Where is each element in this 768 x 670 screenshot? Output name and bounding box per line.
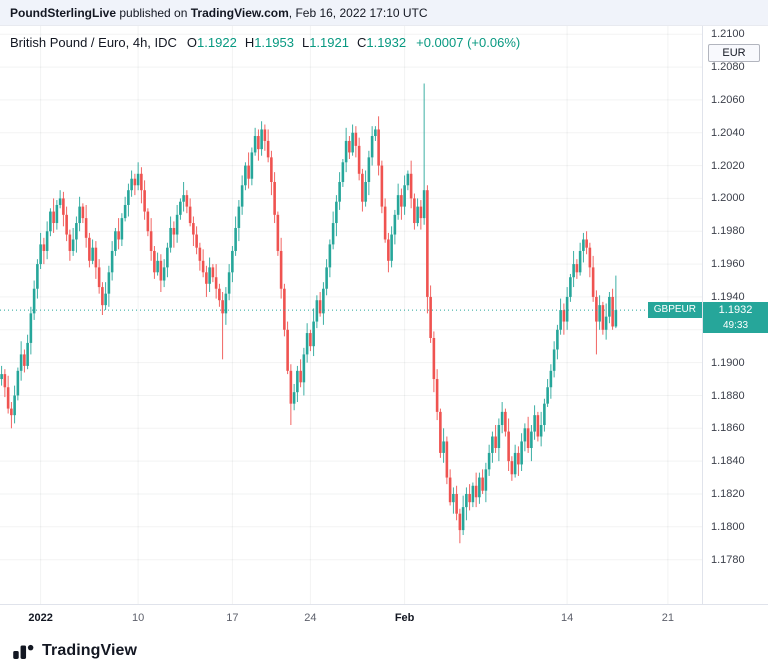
time-axis-label: 24 <box>304 612 317 624</box>
symbol-title: British Pound / Euro, 4h, IDC <box>10 35 177 50</box>
chart-plot[interactable]: British Pound / Euro, 4h, IDC O1.1922 H1… <box>0 26 702 604</box>
attribution-text: published on <box>116 5 191 20</box>
open-label: O <box>186 35 198 50</box>
price-axis-label: 1.2020 <box>711 159 745 172</box>
chart-legend: British Pound / Euro, 4h, IDC O1.1922 H1… <box>10 35 520 50</box>
price-axis-label: 1.1900 <box>711 356 745 369</box>
time-axis-label: 10 <box>131 612 145 624</box>
price-axis-label: 1.1940 <box>711 290 745 303</box>
tradingview-link[interactable]: TradingView.com <box>190 5 289 20</box>
price-axis-label: 1.1840 <box>711 455 745 468</box>
high-value: 1.1953 <box>254 35 294 50</box>
publisher-link[interactable]: PoundSterlingLive <box>10 5 117 20</box>
time-axis-label: 2022 <box>28 612 53 624</box>
price-axis-label: 1.1860 <box>711 422 745 435</box>
time-axis-label: 21 <box>661 612 675 624</box>
price-axis-label: 1.2000 <box>711 192 745 205</box>
price-axis-label: 1.2060 <box>711 93 745 106</box>
tradingview-logo-icon[interactable] <box>12 642 34 660</box>
time-axis-label: Feb <box>394 612 415 624</box>
price-axis-label: 1.1960 <box>711 258 745 271</box>
symbol-price-label: GBPEUR <box>647 302 702 318</box>
time-axis[interactable]: 2022 10 17 24 Feb 14 21 <box>0 604 768 632</box>
last-price-value: 1.1932 <box>703 302 768 319</box>
candlestick-chart[interactable] <box>0 26 702 604</box>
open-value: 1.1922 <box>197 35 237 50</box>
price-axis-label: 1.1820 <box>711 488 745 500</box>
chart-area: British Pound / Euro, 4h, IDC O1.1922 H1… <box>0 26 768 632</box>
price-axis-label: 1.1780 <box>711 553 745 566</box>
high-label: H <box>244 35 255 50</box>
low-value: 1.1921 <box>309 35 349 50</box>
close-label: C <box>356 35 367 50</box>
tradingview-wordmark[interactable]: TradingView <box>42 642 138 659</box>
last-price-badge: 1.1932 49:33 <box>703 302 768 333</box>
change-value: +0.0007 (+0.06%) <box>416 35 521 50</box>
price-axis-label: 1.1980 <box>711 225 745 238</box>
price-axis-label: 1.1880 <box>711 389 745 402</box>
price-axis-label: 1.2100 <box>711 28 745 41</box>
time-axis-label: 14 <box>560 612 574 624</box>
close-value: 1.1932 <box>366 35 407 50</box>
price-axis-label: 1.2040 <box>711 126 745 139</box>
price-axis-label: 1.2080 <box>711 61 745 74</box>
attribution-date: , Feb 16, 2022 17:10 UTC <box>288 5 428 20</box>
currency-label[interactable]: EUR <box>708 44 760 62</box>
footer: TradingView <box>0 632 768 670</box>
time-axis-label: 17 <box>226 612 239 624</box>
price-axis-label: 1.1800 <box>711 520 745 533</box>
low-label: L <box>301 35 310 50</box>
attribution-bar: PoundSterlingLive published on TradingVi… <box>0 0 768 26</box>
bar-countdown: 49:33 <box>703 319 768 333</box>
